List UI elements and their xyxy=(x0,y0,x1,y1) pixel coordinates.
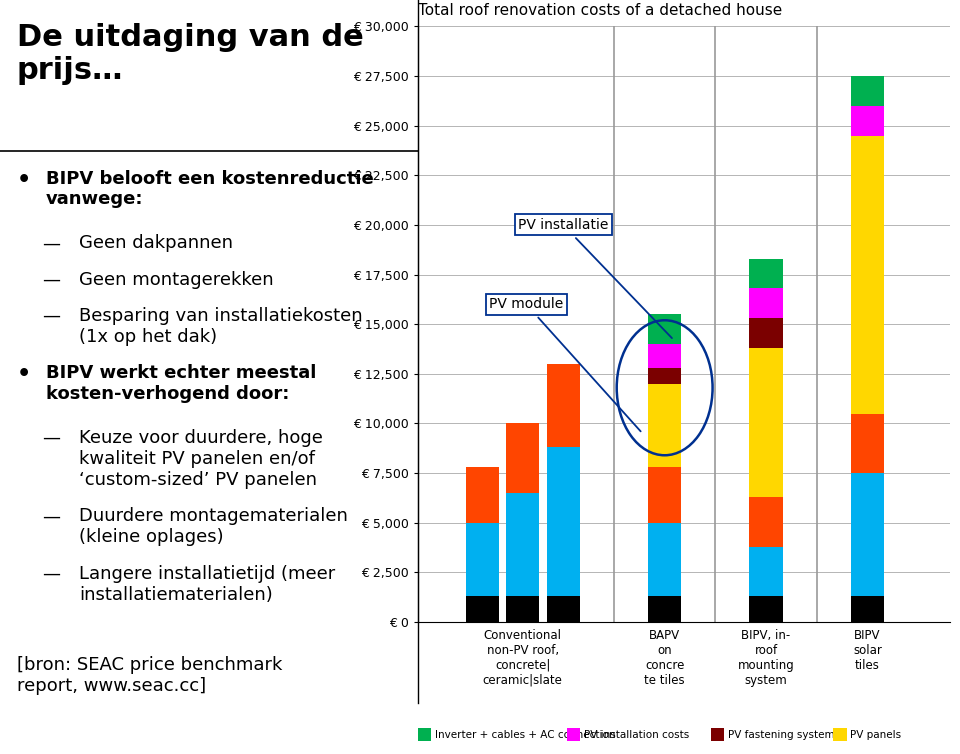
Bar xyxy=(750,259,782,289)
Bar xyxy=(833,728,847,741)
Text: Langere installatietijd (meer
installatiematerialen): Langere installatietijd (meer installati… xyxy=(80,565,336,603)
Text: Geen dakpannen: Geen dakpannen xyxy=(80,234,233,253)
Text: Solar Ene: Solar Ene xyxy=(240,722,300,735)
Bar xyxy=(546,364,580,447)
Bar xyxy=(851,76,884,106)
Text: —: — xyxy=(42,307,60,325)
Bar xyxy=(851,596,884,622)
Bar xyxy=(851,413,884,474)
Bar xyxy=(466,523,498,596)
Bar xyxy=(466,467,498,523)
Text: Total roof renovation costs of a detached house: Total roof renovation costs of a detache… xyxy=(418,3,781,18)
Bar xyxy=(851,136,884,413)
Bar xyxy=(506,596,540,622)
Bar xyxy=(648,344,682,368)
Text: [bron: SEAC price benchmark
report, www.seac.cc]: [bron: SEAC price benchmark report, www.… xyxy=(16,656,282,694)
Text: PV panels: PV panels xyxy=(851,730,901,740)
Bar xyxy=(648,467,682,523)
Bar xyxy=(466,596,498,622)
Bar xyxy=(750,497,782,547)
Bar xyxy=(750,348,782,497)
Text: BIPV werkt echter meestal
kosten-verhogend door:: BIPV werkt echter meestal kosten-verhoge… xyxy=(46,364,316,403)
Bar xyxy=(546,447,580,596)
Text: —: — xyxy=(42,507,60,526)
Text: PV installation costs: PV installation costs xyxy=(584,730,689,740)
Bar xyxy=(750,547,782,596)
Text: BIPV belooft een kostenreductie
vanwege:: BIPV belooft een kostenreductie vanwege: xyxy=(46,170,373,208)
Text: Duurdere montagematerialen
(kleine oplages): Duurdere montagematerialen (kleine oplag… xyxy=(80,507,348,546)
Text: PV module: PV module xyxy=(490,297,640,431)
Bar xyxy=(648,384,682,467)
Bar xyxy=(648,523,682,596)
Bar xyxy=(566,728,580,741)
Text: —: — xyxy=(42,565,60,583)
Text: —: — xyxy=(42,429,60,447)
Bar xyxy=(506,493,540,596)
Text: •: • xyxy=(16,364,31,385)
Bar xyxy=(648,314,682,344)
Text: PV installatie: PV installatie xyxy=(518,218,672,338)
Text: Keuze voor duurdere, hoge
kwaliteit PV panelen en/of
‘custom-sized’ PV panelen: Keuze voor duurdere, hoge kwaliteit PV p… xyxy=(80,429,324,489)
Text: —: — xyxy=(42,271,60,289)
Text: Inverter + cables + AC connection: Inverter + cables + AC connection xyxy=(435,730,615,740)
Bar xyxy=(710,728,724,741)
Bar xyxy=(750,596,782,622)
Bar xyxy=(648,596,682,622)
Bar xyxy=(851,106,884,136)
Bar xyxy=(750,318,782,348)
Bar xyxy=(750,289,782,318)
Text: De uitdaging van de
prijs…: De uitdaging van de prijs… xyxy=(16,23,364,85)
Bar xyxy=(851,474,884,596)
Text: Geen montagerekken: Geen montagerekken xyxy=(80,271,274,289)
Bar xyxy=(648,368,682,384)
Bar xyxy=(546,596,580,622)
Bar xyxy=(506,424,540,493)
Text: —: — xyxy=(42,234,60,253)
Text: •: • xyxy=(16,170,31,190)
Bar xyxy=(418,728,431,741)
Text: 16-4-2015: 16-4-2015 xyxy=(19,722,84,735)
Text: Besparing van installatiekosten
(1x op het dak): Besparing van installatiekosten (1x op h… xyxy=(80,307,363,345)
Text: PV fastening system: PV fastening system xyxy=(728,730,834,740)
